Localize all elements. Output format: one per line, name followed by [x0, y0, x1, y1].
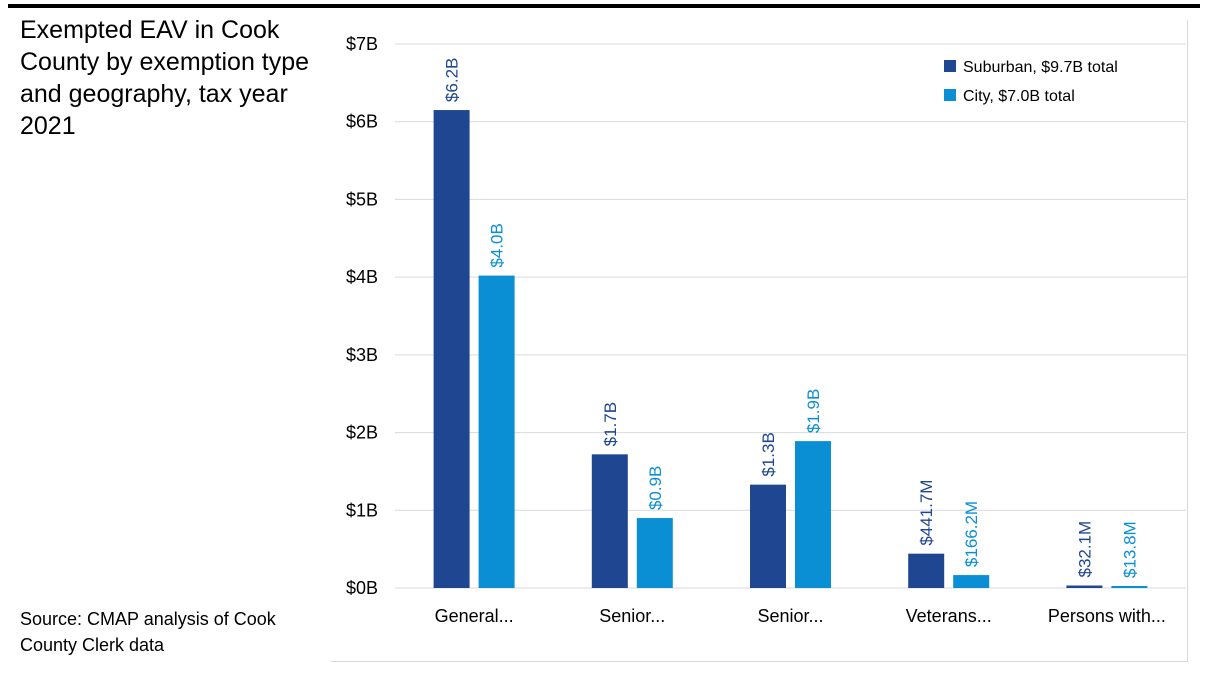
data-label: $1.9B [804, 389, 823, 433]
y-tick-label: $2B [346, 423, 378, 443]
data-label: $0.9B [646, 466, 665, 510]
y-tick-label: $5B [346, 189, 378, 209]
category-label: Persons with... [1048, 606, 1166, 626]
legend-label: Suburban, $9.7B total [963, 59, 1118, 76]
bar-city [953, 575, 990, 588]
bar-city [636, 518, 673, 588]
bar-city [1111, 586, 1148, 588]
bar-suburban [591, 454, 628, 588]
category-label: Senior... [599, 606, 665, 626]
bar-suburban [1066, 585, 1103, 588]
data-label: $1.3B [759, 432, 778, 476]
y-tick-label: $1B [346, 500, 378, 520]
data-label: $166.2M [962, 501, 981, 567]
data-label: $13.8M [1120, 521, 1139, 578]
data-label: $441.7M [917, 480, 936, 546]
data-label: $1.7B [601, 402, 620, 446]
chart-title: Exempted EAV in Cook County by exemption… [20, 16, 310, 140]
bar-suburban [433, 110, 470, 589]
y-tick-label: $0B [346, 578, 378, 598]
legend-swatch [944, 60, 956, 72]
bar-city [795, 441, 831, 588]
plot-frame [331, 20, 1188, 662]
bar-suburban [908, 553, 945, 588]
category-label: General... [435, 606, 514, 626]
bar-suburban [750, 484, 786, 588]
bar-city [478, 275, 515, 588]
legend-swatch [944, 89, 956, 101]
data-label: $4.0B [488, 223, 507, 267]
source-note: Source: CMAP analysis of Cook County Cle… [20, 609, 276, 655]
data-label: $32.1M [1075, 521, 1094, 578]
category-label: Veterans... [906, 606, 992, 626]
data-label: $6.2B [443, 58, 462, 102]
category-label: Senior... [757, 606, 823, 626]
y-tick-label: $4B [346, 267, 378, 287]
y-tick-label: $3B [346, 345, 378, 365]
y-tick-label: $6B [346, 112, 378, 132]
legend-label: City, $7.0B total [963, 88, 1075, 105]
top-rule [8, 4, 1200, 8]
y-tick-label: $7B [346, 34, 378, 54]
